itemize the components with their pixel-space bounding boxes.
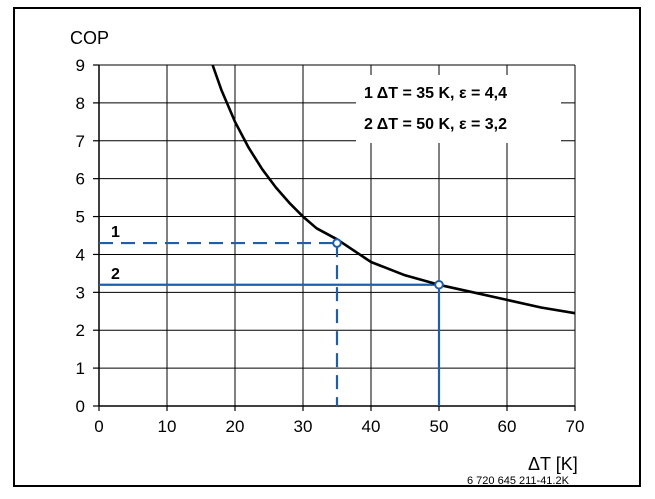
y-tick-label: 1 [76,359,85,378]
x-tick-label: 0 [94,417,103,436]
y-tick-label: 9 [76,56,85,75]
x-tick-label: 30 [294,417,313,436]
x-axis-label: ΔT [K] [528,454,578,474]
y-tick-label: 4 [76,245,85,264]
x-tick-label: 20 [226,417,245,436]
curve [211,64,576,315]
y-tick-label: 5 [76,208,85,227]
y-tick-label: 8 [76,94,85,113]
figure-code: 6 720 645 211-41.2K [467,475,570,487]
marker-label: 2 [111,266,120,283]
x-tick-label: 70 [566,417,585,436]
legend-line-1: 1 ΔT = 35 K, ε = 4,4 [364,85,507,102]
x-tick-label: 40 [362,417,381,436]
y-tick-label: 3 [76,283,85,302]
marker-lines: 12 [99,224,441,406]
x-tick-label: 60 [498,417,517,436]
y-tick-label: 0 [76,397,85,416]
marker-label: 1 [111,224,120,241]
y-tick-label: 6 [76,170,85,189]
y-axis-label: COP [70,28,109,48]
cop-curve-path [211,64,576,315]
y-tick-label: 7 [76,132,85,151]
marker-point-1 [332,238,342,248]
x-tick-label: 50 [430,417,449,436]
legend-line-2: 2 ΔT = 50 K, ε = 3,2 [364,116,507,133]
x-tick-label: 10 [158,417,177,436]
y-tick-label: 2 [76,321,85,340]
marker-point-2 [434,279,444,290]
legend-box [356,75,561,143]
